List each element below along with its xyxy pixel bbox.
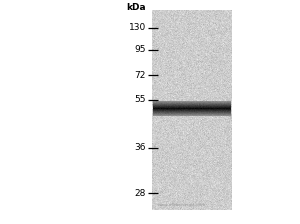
Text: 28: 28 <box>135 189 146 198</box>
Text: www.elabscience.com: www.elabscience.com <box>158 203 206 207</box>
Text: 130: 130 <box>129 24 146 32</box>
Text: 95: 95 <box>134 45 146 54</box>
Text: 55: 55 <box>134 95 146 105</box>
Text: kDa: kDa <box>126 4 146 13</box>
Text: 36: 36 <box>134 144 146 153</box>
Text: 72: 72 <box>135 71 146 80</box>
